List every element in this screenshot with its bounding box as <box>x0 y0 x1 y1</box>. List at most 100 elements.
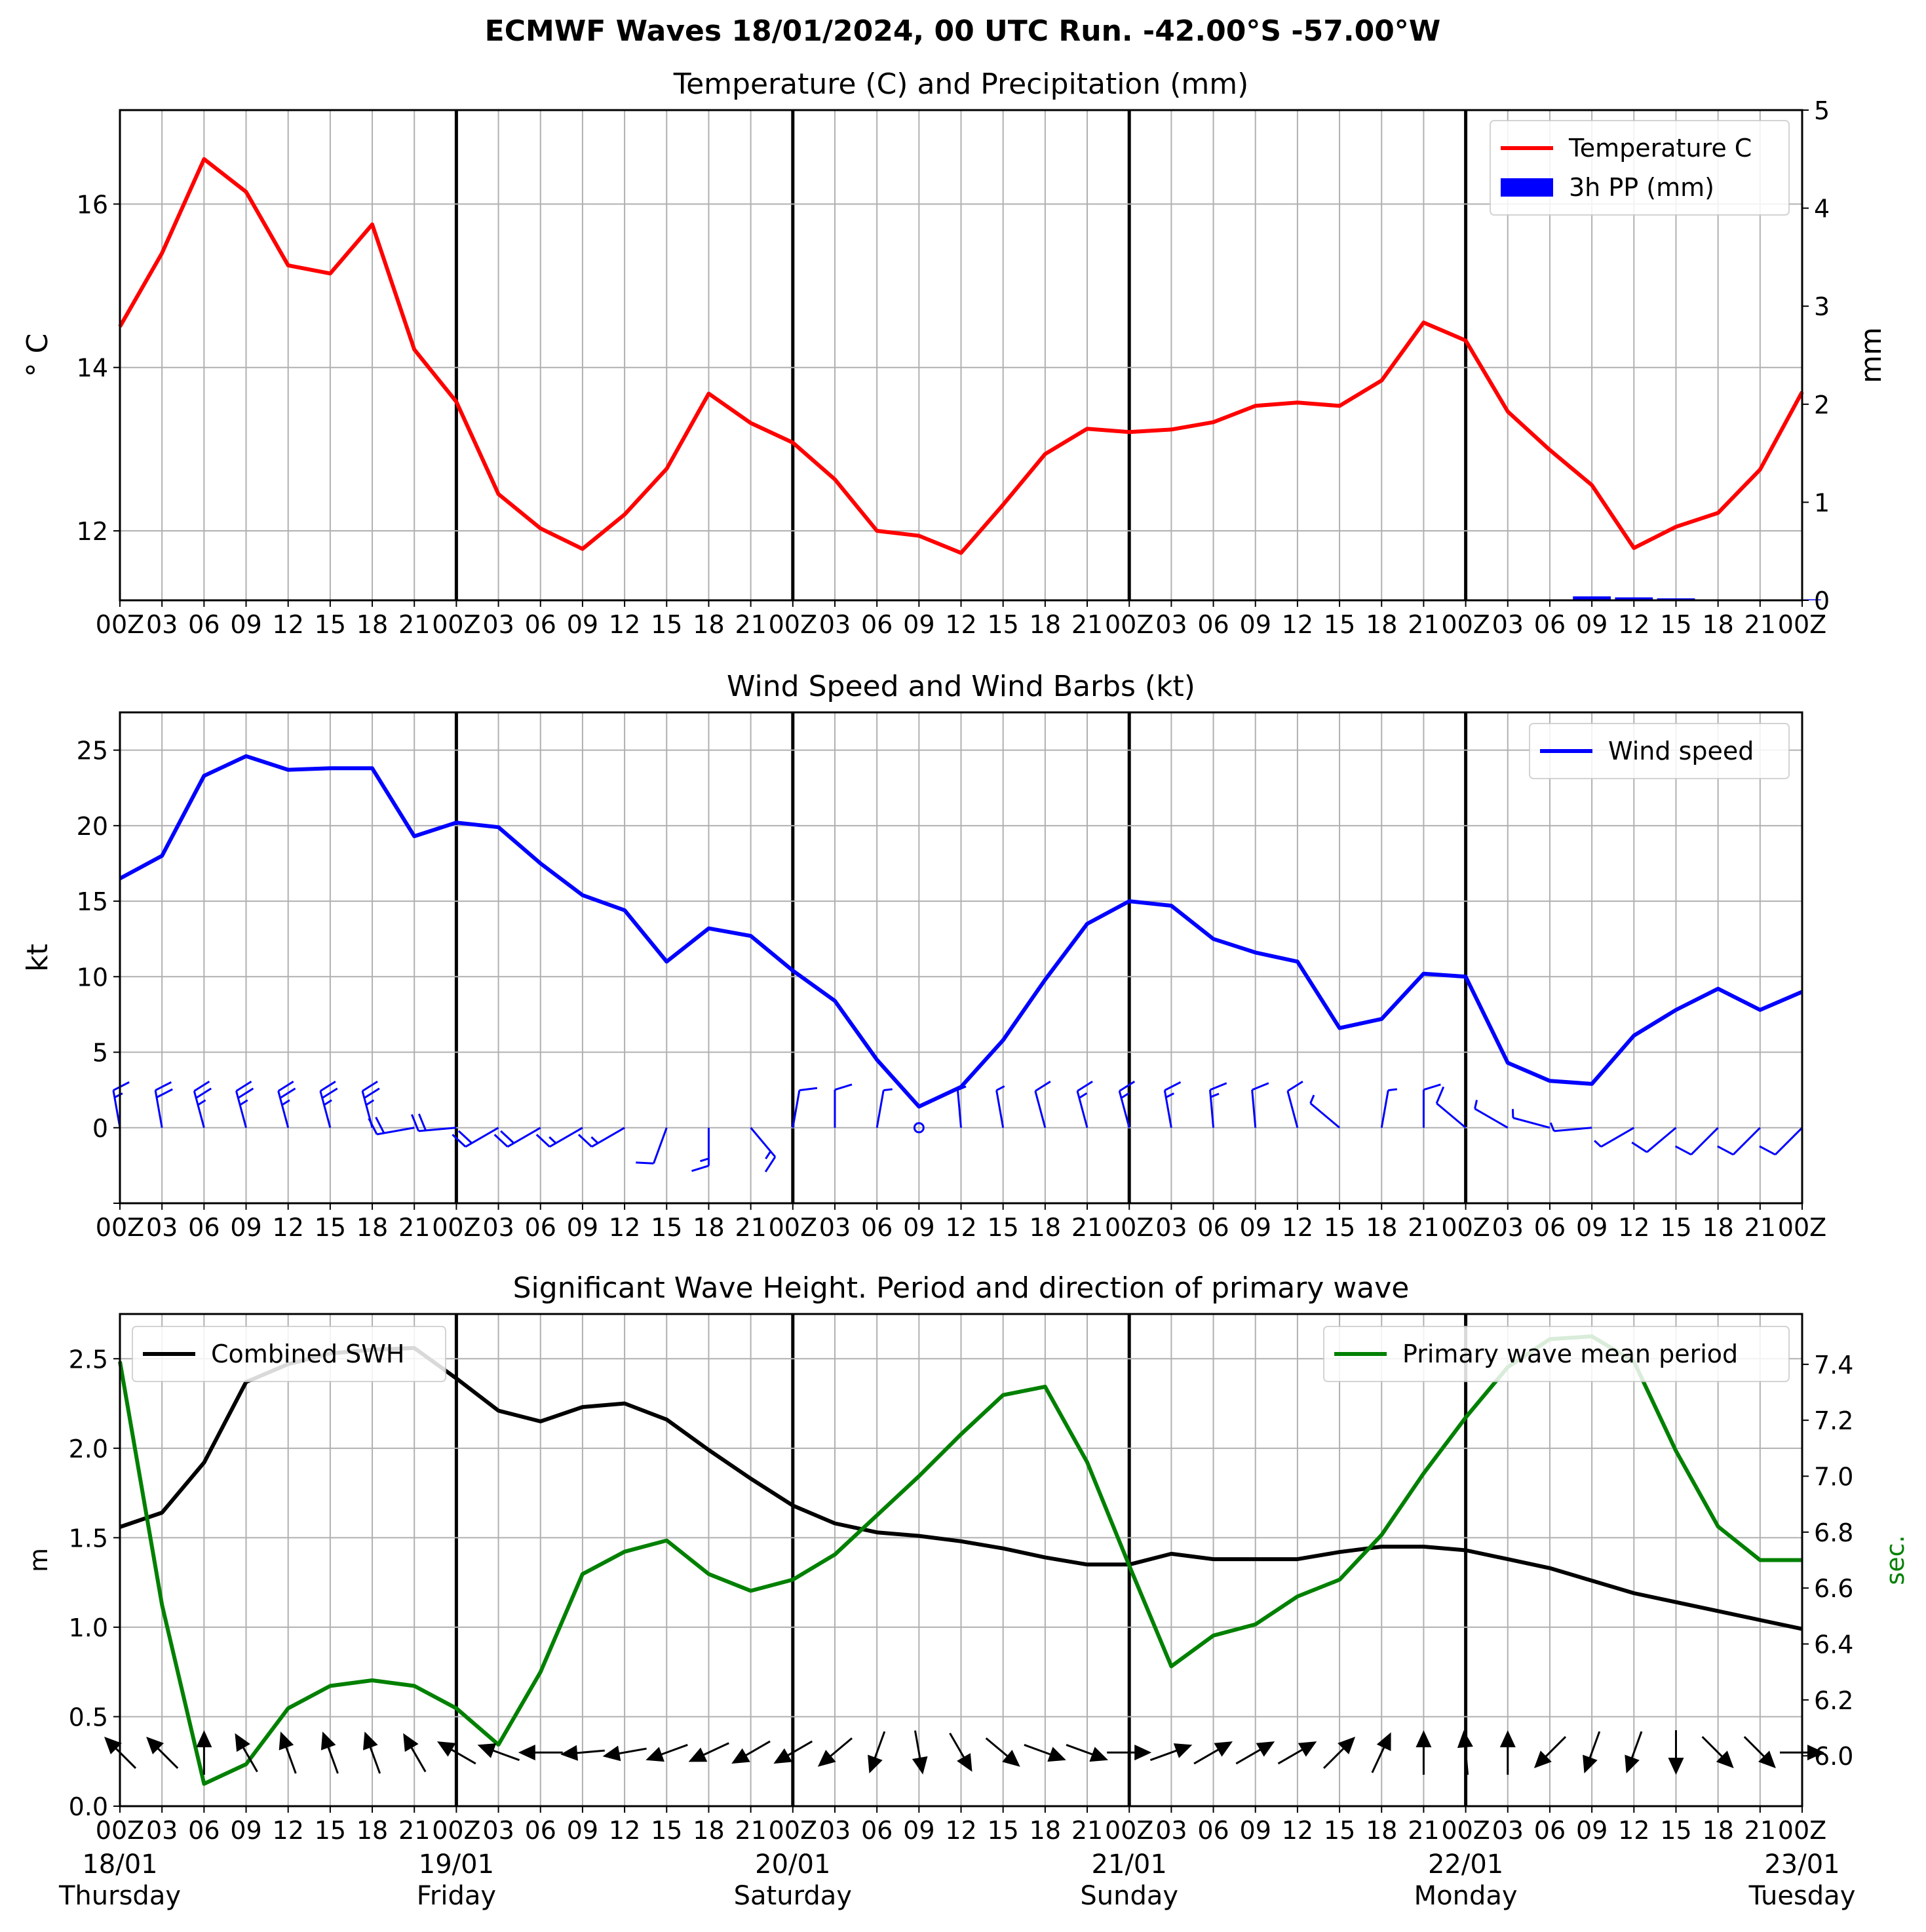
wind-barb <box>1034 1081 1051 1129</box>
y-right-tick-label: 1 <box>1814 488 1830 517</box>
wave-arrow-head <box>868 1754 883 1773</box>
day-date-label: 20/01 <box>755 1849 830 1880</box>
wave-arrow-head <box>1583 1754 1598 1773</box>
wind-barb <box>1251 1082 1269 1128</box>
x-tick-label: 06 <box>525 1213 556 1242</box>
wind-barb-flag <box>957 1085 967 1091</box>
wind-barb-flag <box>1119 1081 1136 1092</box>
wave-arrow-head <box>688 1747 708 1762</box>
wave-direction-arrow <box>1780 1745 1824 1761</box>
wind-barb-shaft <box>1512 1117 1550 1129</box>
x-tick-label: 15 <box>987 1816 1018 1845</box>
y-right-tick-label: 0 <box>1814 587 1830 615</box>
wind-speed-line <box>119 754 1803 1109</box>
wave-direction-arrow <box>279 1731 297 1774</box>
y-axis-label: m <box>24 1548 53 1572</box>
wave-direction-arrow <box>235 1733 258 1773</box>
y-tick-label: 16 <box>77 190 108 219</box>
x-tick-label: 15 <box>315 610 346 639</box>
x-tick-label: 09 <box>230 1213 261 1242</box>
wave-arrow-head <box>1134 1745 1152 1761</box>
wave-arrow-head <box>279 1731 294 1750</box>
wind-barb-flag <box>1759 1145 1776 1156</box>
legend-label: Primary wave mean period <box>1402 1340 1738 1368</box>
wind-barb-shaft <box>1436 1102 1467 1129</box>
wind-barb <box>1118 1081 1136 1129</box>
wind-barb-flag <box>691 1165 709 1172</box>
wind-barb-flag <box>1121 1092 1130 1099</box>
wind-barb-shaft <box>1286 1091 1299 1129</box>
x-tick-label: 09 <box>567 1816 598 1845</box>
x-tick-label: 03 <box>1492 610 1524 639</box>
wave-direction-arrow <box>104 1737 137 1769</box>
y-right-tick-label: 3 <box>1814 292 1830 321</box>
x-tick-label: 15 <box>1660 1816 1691 1845</box>
wind-barb <box>368 1117 415 1136</box>
x-tick-label: 12 <box>273 1816 304 1845</box>
wind-barb-flag <box>417 1113 427 1131</box>
x-tick-label: 21 <box>1744 610 1776 639</box>
wind-barb <box>154 1081 173 1129</box>
wind-barb-shaft <box>1554 1127 1592 1132</box>
y-right-tick-label: 6.8 <box>1814 1518 1853 1547</box>
wind-barb-flag <box>1631 1142 1647 1153</box>
wave-arrow-head <box>403 1733 419 1752</box>
x-tick-label: 15 <box>651 610 682 639</box>
wind-barb <box>1309 1094 1341 1129</box>
wave-arrow-head <box>235 1733 250 1752</box>
wave-direction-arrow <box>1457 1730 1473 1775</box>
wave-panel: Significant Wave Height. Period and dire… <box>24 1271 1910 1911</box>
legend-swatch <box>1501 178 1553 197</box>
wind-barb-flag <box>1287 1081 1303 1092</box>
x-tick-label: 15 <box>1660 610 1691 639</box>
day-date-label: 18/01 <box>82 1849 157 1880</box>
x-tick-label: 00Z <box>1441 610 1490 639</box>
wind-barb <box>193 1081 212 1129</box>
x-tick-label: 00Z <box>432 1213 480 1242</box>
day-weekday-label: Monday <box>1414 1881 1518 1911</box>
wave-direction-arrow <box>1416 1730 1432 1775</box>
day-date-label: 19/01 <box>419 1849 494 1880</box>
wind-barb-flag <box>1035 1081 1051 1092</box>
wind-barb-flag <box>1549 1122 1555 1132</box>
wave-arrow-head <box>1002 1750 1020 1767</box>
x-tick-label: 09 <box>1576 610 1608 639</box>
panel-title: Wind Speed and Wind Barbs (kt) <box>727 670 1195 703</box>
x-tick-label: 12 <box>273 610 304 639</box>
legend-label: Temperature C <box>1568 134 1752 163</box>
x-tick-label: 03 <box>482 1213 514 1242</box>
wind-barb-flag <box>1079 1092 1088 1099</box>
x-tick-label: 21 <box>1408 1213 1439 1242</box>
wave-arrow-head <box>1256 1741 1275 1757</box>
wind-barb-shaft <box>465 1127 499 1148</box>
x-tick-label: 15 <box>1324 1816 1355 1845</box>
y-right-axis-label: mm <box>1855 327 1888 383</box>
wind-barb-flag <box>375 1117 385 1134</box>
wind-barb <box>1674 1127 1719 1156</box>
wind-barb-flag <box>457 1130 472 1144</box>
y-tick-label: 12 <box>77 517 108 546</box>
wave-direction-arrow <box>949 1732 973 1772</box>
wind-barb <box>834 1083 853 1128</box>
wind-barb-flag <box>535 1134 550 1148</box>
legend <box>1323 1326 1790 1382</box>
x-tick-label: 18 <box>1702 1816 1733 1845</box>
wind-barb-flag <box>410 1114 420 1132</box>
y-right-tick-label: 6.2 <box>1814 1686 1853 1715</box>
wind-barb-flag <box>235 1081 252 1092</box>
wind-barb-flag <box>765 1150 772 1160</box>
x-tick-label: 18 <box>1030 1213 1061 1242</box>
wave-arrow-head <box>363 1731 378 1750</box>
x-tick-label: 00Z <box>1105 1816 1153 1845</box>
panel-title: Significant Wave Height. Period and dire… <box>513 1271 1410 1305</box>
x-tick-label: 00Z <box>769 610 817 639</box>
day-weekday-label: Thursday <box>58 1881 181 1911</box>
x-tick-label: 15 <box>315 1816 346 1845</box>
day-weekday-label: Tuesday <box>1748 1881 1856 1911</box>
wind-barb-flag <box>1435 1086 1445 1104</box>
x-tick-label: 15 <box>315 1213 346 1242</box>
x-tick-label: 06 <box>1197 1213 1229 1242</box>
wind-barb <box>995 1085 1005 1129</box>
wind-barb-flag <box>114 1092 123 1098</box>
